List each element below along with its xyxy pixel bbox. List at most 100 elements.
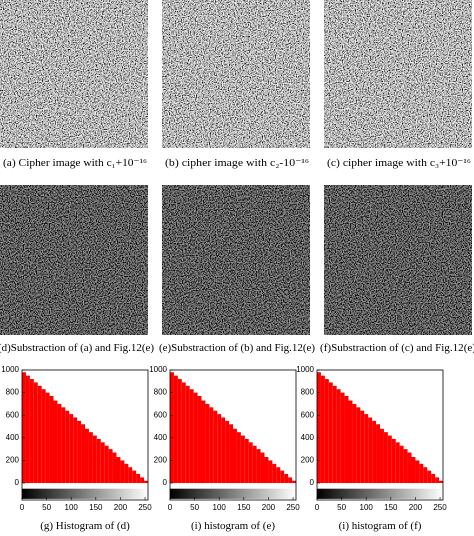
caption: (b) cipher image with c₂-10⁻¹⁶ [165,157,309,169]
y-tick-label: 400 [154,433,168,442]
caption: (i) histogram of (f) [339,520,422,532]
histogram-bar [120,460,125,484]
histogram-bar [213,410,218,484]
y-tick-label: 600 [154,410,168,419]
cipher-image [0,0,148,148]
histogram-bar [140,477,145,484]
x-tick-label: 150 [89,503,103,512]
histogram-bar [415,460,420,484]
y-tick-label: 1000 [1,365,19,374]
histogram-bar [399,445,404,484]
histogram-bar [41,389,46,484]
caption: (g) Histogram of (d) [40,520,130,532]
y-tick-label: 600 [301,410,315,419]
caption: (c) cipher image with c₃+10⁻¹⁶ [327,157,471,169]
histogram-bar [209,407,214,484]
x-tick-label: 200 [409,503,423,512]
histogram-bar [201,400,206,484]
histogram-bar [236,432,241,484]
caption: (a) Cipher image with c₁+10⁻¹⁶ [3,157,147,169]
histogram-bar [364,414,369,484]
difference-image [162,185,310,335]
histogram-bar [173,375,178,484]
histogram-bar [328,382,333,484]
histogram-bar [116,457,121,484]
histogram-bar [317,372,321,484]
caption: (d)Substraction of (a) and Fig.12(e) [0,342,154,354]
y-tick-label: 800 [6,388,20,397]
histogram-bar [352,403,357,484]
histogram-bar [124,463,129,484]
histogram-bar [391,438,396,484]
axes-frame [316,369,444,501]
histogram-bar [181,382,186,484]
histogram-bar [88,432,93,484]
x-tick-label: 200 [114,503,128,512]
histogram-bar [233,428,237,484]
histogram-bar [387,435,392,484]
histogram-bar [336,389,341,484]
histogram-bar [407,452,412,484]
x-tick-label: 200 [262,503,276,512]
histogram-bar [193,392,198,484]
histogram-bar [340,392,345,484]
histogram-bar [33,382,38,484]
histogram-bar [104,445,109,484]
histogram-bar [284,474,289,484]
x-tick-label: 50 [42,503,51,512]
colorbar [22,488,148,499]
histogram-bar [256,449,261,484]
histogram-bar [403,449,408,484]
histogram-bar [439,480,443,484]
y-tick-label: 200 [6,456,20,465]
x-tick-label: 100 [65,503,79,512]
histogram-bar [221,417,226,484]
histogram-bar [205,403,210,484]
x-tick-label: 50 [190,503,199,512]
histogram-bar [197,396,202,484]
histogram-bar [268,460,273,484]
y-tick-label: 800 [301,388,315,397]
histogram-bar [81,424,85,484]
histogram-bar [360,410,365,484]
colorbar [170,488,296,499]
cipher-image [324,0,472,148]
caption: (i) histogram of (e) [191,520,275,532]
y-tick-label: 0 [163,478,168,487]
y-tick-label: 800 [154,388,168,397]
y-tick-label: 0 [15,478,20,487]
y-tick-label: 400 [301,433,315,442]
histogram-bar [240,435,245,484]
histogram-bar [37,385,42,484]
histogram-bar [217,414,222,484]
histogram-bar [112,452,117,484]
histogram-bar [57,403,62,484]
x-tick-label: 250 [138,503,152,512]
histogram-bar [324,379,329,484]
y-tick-label: 0 [310,478,315,487]
histogram-bar [356,407,361,484]
histogram-bar [73,417,78,484]
histogram-bar [348,400,353,484]
histogram-bar [264,457,269,484]
histogram-bar [96,438,101,484]
x-tick-label: 50 [337,503,346,512]
histogram-bar [280,470,285,484]
difference-image [0,185,148,335]
histogram-bar [85,428,89,484]
histogram-bar [411,457,416,484]
x-tick-label: 150 [237,503,251,512]
axes-frame [169,369,297,501]
x-tick-label: 0 [315,503,320,512]
colorbar [317,488,443,499]
y-tick-label: 1000 [296,365,314,374]
histogram-bar [225,420,230,484]
histogram-bar [136,474,141,484]
histogram-bar [108,449,113,484]
histogram-bar [185,385,190,484]
y-tick-label: 200 [154,456,168,465]
histogram-bar [92,435,97,484]
histogram-bar [423,467,428,484]
histogram-bar [368,417,373,484]
